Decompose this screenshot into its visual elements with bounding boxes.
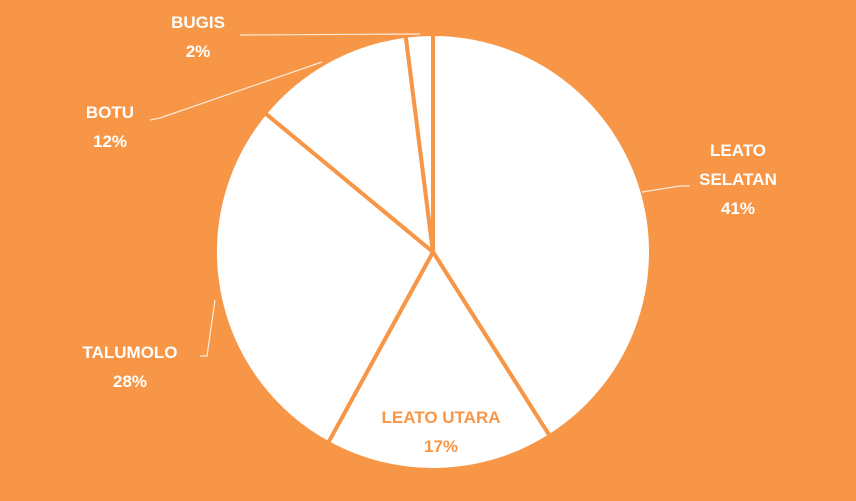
slice-label: BUGIS 2% (138, 8, 258, 66)
pie-slice (263, 33, 435, 254)
pie-slice (213, 111, 435, 446)
value-label: 2% (185, 42, 211, 61)
value-label: 17% (423, 437, 459, 456)
category-label: BOTU (85, 103, 135, 122)
category-label: LEATO SELATAN (699, 141, 777, 189)
leader-line (200, 299, 216, 357)
category-label: BUGIS (171, 13, 225, 32)
slice-label: LEATO UTARA 17% (361, 403, 521, 461)
slice-label: TALUMOLO 28% (70, 338, 190, 396)
category-label: TALUMOLO (82, 343, 178, 362)
value-label: 28% (112, 372, 148, 391)
slice-label: BOTU 12% (50, 98, 170, 156)
pie-slice (325, 250, 552, 472)
value-label: 12% (92, 132, 128, 151)
slice-label: LEATO SELATAN 41% (678, 136, 798, 223)
leader-line (239, 33, 421, 36)
value-label: 41% (720, 199, 756, 218)
leader-line (641, 185, 690, 193)
leader-line (149, 61, 323, 121)
category-label: LEATO UTARA (381, 408, 501, 427)
